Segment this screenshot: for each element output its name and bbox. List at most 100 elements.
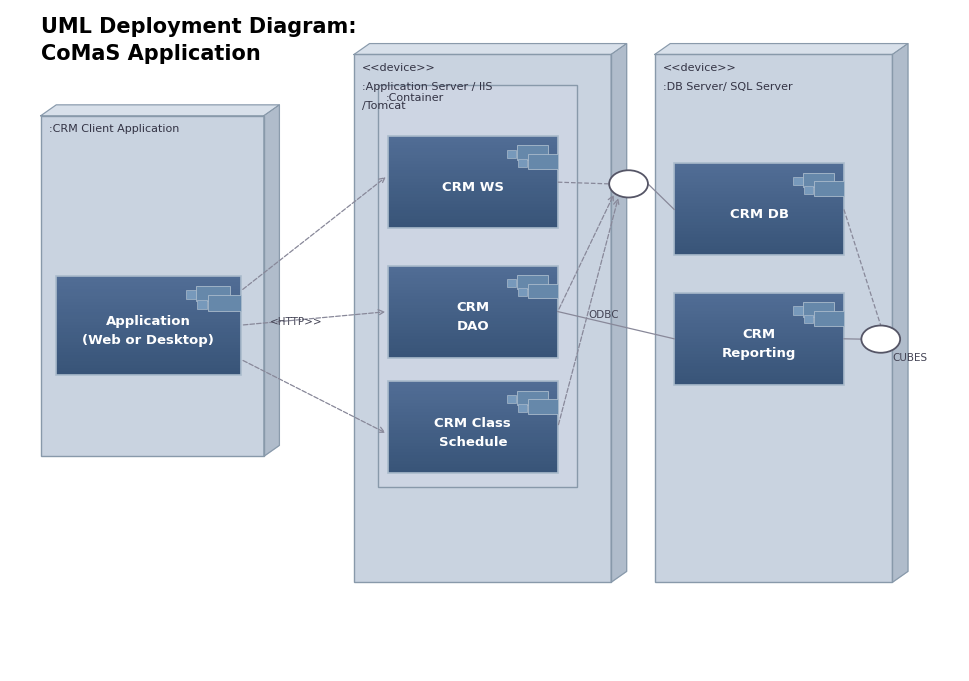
Bar — [388, 449, 557, 452]
Text: CoMaS Application: CoMaS Application — [41, 44, 261, 64]
Bar — [388, 351, 557, 355]
Bar — [388, 176, 557, 179]
Text: :Container: :Container — [386, 93, 444, 104]
Bar — [388, 330, 557, 333]
Text: CRM: CRM — [455, 301, 489, 314]
Bar — [388, 191, 557, 195]
Bar — [673, 173, 843, 176]
Bar — [516, 391, 547, 405]
Bar — [388, 216, 557, 219]
Bar — [388, 290, 557, 293]
Bar — [388, 278, 557, 281]
Bar — [388, 464, 557, 467]
Bar — [56, 351, 240, 355]
Text: <<device>>: <<device>> — [361, 63, 435, 73]
Bar — [517, 404, 526, 412]
Bar — [388, 317, 557, 321]
Bar — [388, 458, 557, 461]
Bar — [802, 302, 832, 317]
Bar — [388, 170, 557, 173]
Bar — [56, 322, 240, 326]
Bar — [673, 197, 843, 200]
Bar — [388, 455, 557, 458]
Bar — [388, 400, 557, 403]
Bar — [654, 54, 891, 582]
Bar — [388, 434, 557, 437]
Bar — [388, 148, 557, 151]
Bar — [673, 253, 843, 255]
Bar — [673, 369, 843, 373]
Bar — [56, 305, 240, 308]
Text: :DB Server/ SQL Server: :DB Server/ SQL Server — [662, 82, 792, 92]
Bar — [388, 302, 557, 305]
Bar — [388, 381, 557, 384]
Bar — [196, 286, 230, 302]
Bar — [388, 158, 557, 161]
Bar — [56, 292, 240, 296]
Bar — [388, 164, 557, 167]
Bar — [673, 219, 843, 222]
Bar — [388, 415, 557, 418]
Bar — [516, 145, 547, 160]
Bar — [388, 266, 557, 269]
Bar — [673, 240, 843, 243]
Bar — [388, 421, 557, 424]
Bar — [388, 266, 557, 358]
Bar — [388, 467, 557, 470]
Bar — [56, 325, 240, 328]
Bar — [388, 443, 557, 446]
Bar — [507, 150, 516, 158]
Bar — [56, 364, 240, 368]
Bar — [673, 296, 843, 299]
Bar — [388, 275, 557, 278]
Bar — [388, 402, 557, 406]
Bar — [56, 348, 240, 351]
Bar — [673, 249, 843, 253]
Bar — [673, 317, 843, 321]
Bar — [673, 188, 843, 191]
Text: Application: Application — [106, 315, 191, 328]
Bar — [388, 300, 557, 302]
Bar — [673, 333, 843, 336]
Bar — [388, 225, 557, 228]
Bar — [673, 237, 843, 240]
Bar — [388, 142, 557, 145]
Bar — [207, 295, 241, 311]
Text: :CRM Client Application: :CRM Client Application — [48, 124, 178, 134]
Bar — [56, 289, 240, 292]
Bar — [673, 222, 843, 225]
Bar — [388, 409, 557, 412]
Bar — [673, 185, 843, 188]
Bar — [388, 428, 557, 430]
Bar — [388, 339, 557, 342]
Bar — [673, 336, 843, 339]
Bar — [388, 185, 557, 188]
Bar — [388, 173, 557, 176]
Bar — [673, 182, 843, 185]
Bar — [673, 339, 843, 342]
Bar — [673, 354, 843, 357]
Bar — [673, 381, 843, 385]
Text: Reporting: Reporting — [721, 347, 796, 360]
Bar — [56, 279, 240, 283]
Bar — [388, 452, 557, 455]
Bar — [388, 294, 557, 296]
Text: CRM Class: CRM Class — [434, 417, 511, 430]
Bar — [388, 269, 557, 272]
Bar — [673, 351, 843, 354]
Bar — [673, 243, 843, 247]
Bar — [673, 234, 843, 237]
Bar — [56, 302, 240, 305]
Bar — [41, 116, 264, 456]
Polygon shape — [891, 44, 907, 582]
Text: :Application Server / IIS: :Application Server / IIS — [361, 82, 492, 92]
Bar — [388, 412, 557, 415]
Bar — [388, 167, 557, 170]
Bar — [673, 206, 843, 210]
Bar — [673, 225, 843, 228]
Bar — [388, 140, 557, 142]
Bar — [517, 288, 526, 296]
Bar — [388, 342, 557, 345]
Bar — [802, 172, 832, 187]
Bar — [516, 275, 547, 289]
